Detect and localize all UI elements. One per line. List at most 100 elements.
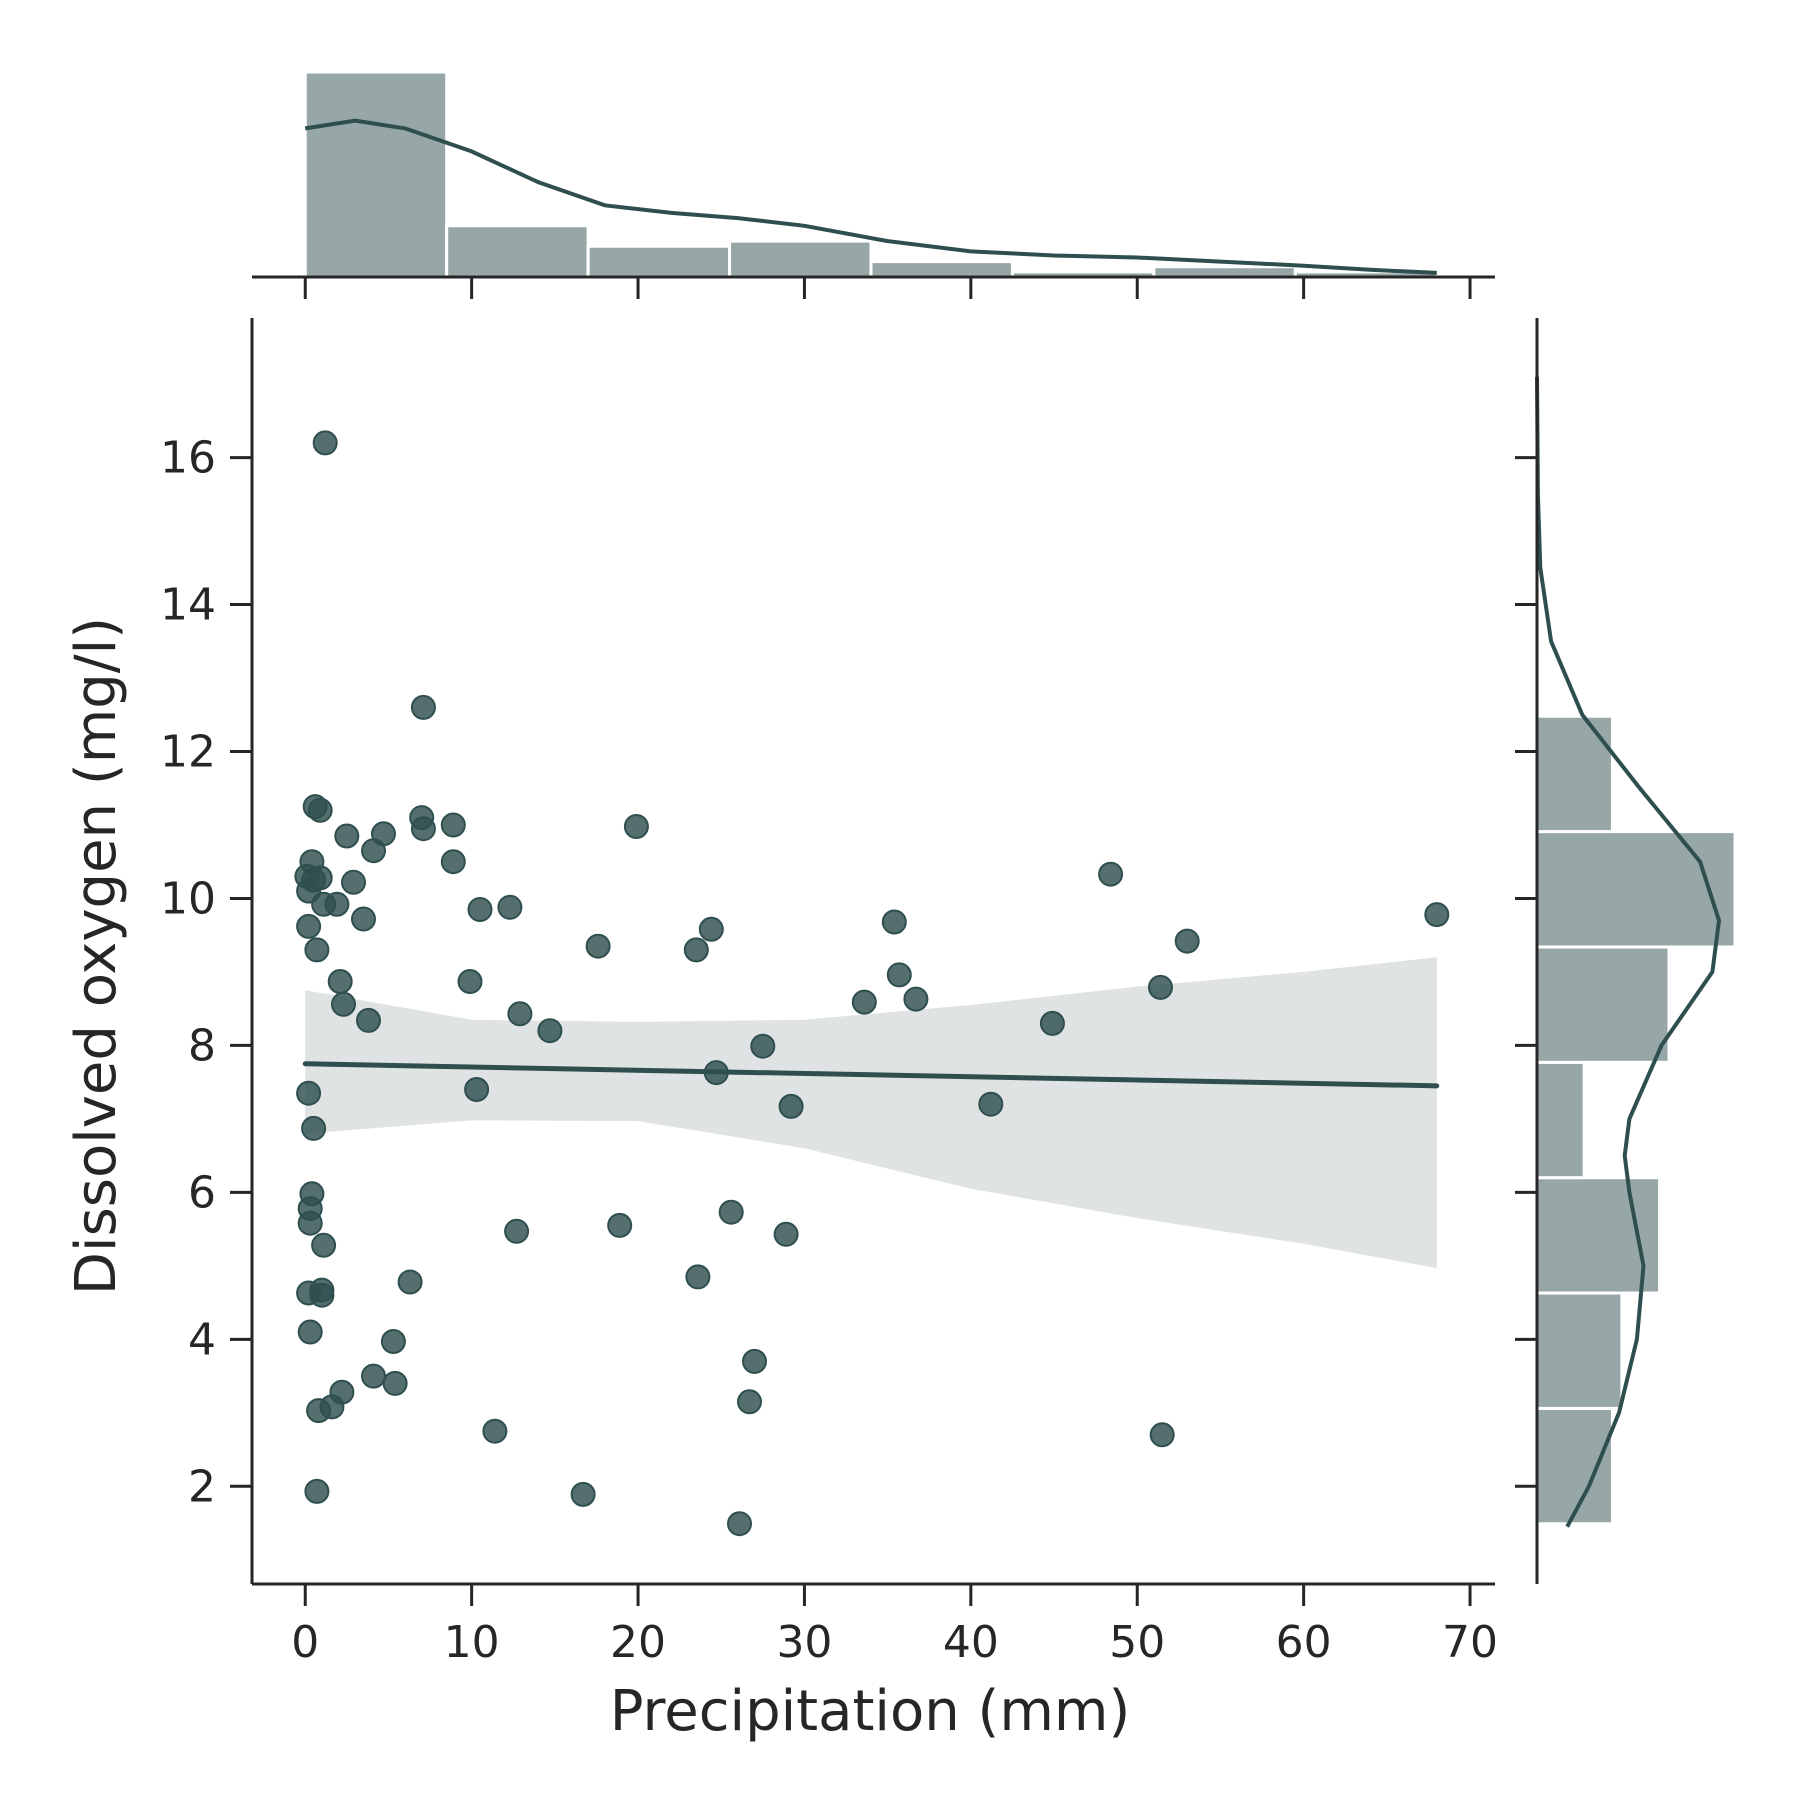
scatter-point <box>397 1269 423 1295</box>
scatter-point <box>467 897 493 922</box>
regression-confidence-band <box>305 957 1437 1269</box>
regression-line <box>302 1061 1440 1089</box>
scatter-point <box>504 1218 530 1244</box>
scatter-point <box>1148 974 1173 1000</box>
x-tick-label: 30 <box>776 1617 832 1668</box>
y-tick-label: 16 <box>160 433 216 484</box>
scatter-point <box>497 894 523 920</box>
scatter-point <box>361 838 386 864</box>
y-tick-label: 10 <box>160 873 216 924</box>
scatter-point <box>351 906 376 932</box>
scatter-point <box>341 869 366 895</box>
scatter-point <box>507 1001 533 1027</box>
axes-layer <box>250 275 1539 1586</box>
scatter-point <box>306 1398 332 1424</box>
scatter-point <box>623 814 649 839</box>
regression-confidence-band-layer <box>305 957 1437 1269</box>
top-histogram-bar <box>1152 265 1297 279</box>
scatter-point <box>297 1210 323 1236</box>
scatter-point <box>324 891 350 917</box>
x-tick-label: 50 <box>1109 1617 1165 1668</box>
scatter-point <box>356 1007 381 1033</box>
x-axis-title: Precipitation (mm) <box>610 1679 1131 1744</box>
scatter-point <box>537 1018 563 1044</box>
scatter-point <box>685 1264 711 1290</box>
scatter-point <box>773 1221 799 1247</box>
scatter-point <box>304 937 330 963</box>
scatter-point <box>1424 902 1450 928</box>
right-kde-curve <box>1535 376 1722 1528</box>
top-histogram-bar <box>445 224 590 279</box>
top-histogram-bar <box>303 70 449 279</box>
scatter-points-layer <box>294 430 1450 1537</box>
right-histogram-bar <box>1535 1291 1624 1410</box>
x-tick-label: 10 <box>444 1617 500 1668</box>
right-histogram-bar <box>1535 1060 1586 1180</box>
right-histogram-bar <box>1535 830 1737 949</box>
x-tick-label: 20 <box>610 1617 666 1668</box>
y-tick-label: 14 <box>160 580 216 631</box>
scatter-point <box>464 1077 490 1102</box>
scatter-point <box>312 430 338 456</box>
y-tick-label: 8 <box>188 1020 216 1071</box>
scatter-point <box>886 962 912 988</box>
x-tick-label: 60 <box>1276 1617 1332 1668</box>
scatter-point <box>410 816 436 842</box>
scatter-point <box>703 1060 729 1086</box>
scatter-point <box>698 916 724 942</box>
scatter-point <box>410 694 436 720</box>
scatter-point <box>457 969 483 994</box>
regression-line-layer <box>302 1061 1440 1089</box>
scatter-point <box>296 1080 322 1106</box>
scatter-point <box>301 1115 327 1141</box>
right-histogram-bar <box>1535 714 1614 834</box>
scatter-point <box>311 1232 337 1258</box>
scatter-point <box>903 986 929 1012</box>
scatter-point <box>742 1348 767 1374</box>
scatter-point <box>361 1363 386 1389</box>
scatter-point <box>683 937 709 963</box>
scatter-point <box>978 1091 1004 1117</box>
x-tick-label: 70 <box>1442 1617 1498 1668</box>
scatter-point <box>296 913 322 939</box>
scatter-point <box>1149 1422 1175 1448</box>
right-marginal-histogram <box>1535 376 1737 1528</box>
scatter-point <box>727 1511 752 1537</box>
scatter-point <box>881 909 907 935</box>
y-tick-label: 2 <box>188 1461 216 1512</box>
scatter-point <box>382 1370 408 1396</box>
scatter-point <box>304 1478 330 1504</box>
scatter-point <box>1039 1010 1065 1036</box>
scatter-point <box>440 849 466 875</box>
scatter-point <box>309 1282 335 1308</box>
top-kde-curve <box>304 118 1437 275</box>
scatter-point <box>607 1212 633 1238</box>
top-marginal-histogram <box>303 70 1439 279</box>
scatter-point <box>570 1481 596 1507</box>
scatter-point <box>307 797 333 823</box>
scatter-point <box>1098 861 1124 887</box>
right-histogram-bar <box>1535 945 1671 1064</box>
scatter-point <box>737 1389 762 1415</box>
y-tick-label: 6 <box>188 1167 216 1218</box>
scatter-point <box>1174 928 1200 954</box>
y-tick-label: 4 <box>188 1314 216 1365</box>
scatter-point <box>331 991 356 1017</box>
top-histogram-bar <box>728 239 873 279</box>
scatter-point <box>380 1329 406 1354</box>
right-histogram-bar <box>1535 1406 1614 1526</box>
tick-layer: 0 10 20 30 40 50 60 70 2 4 6 8 10 12 14 16 <box>160 277 1537 1668</box>
scatter-point <box>718 1199 744 1225</box>
scatter-point <box>440 812 466 838</box>
scatter-point <box>851 989 877 1015</box>
y-axis-title: Dissolved oxygen (mg/l) <box>64 617 129 1295</box>
scatter-point <box>334 823 360 849</box>
scatter-point <box>778 1093 804 1119</box>
scatter-point <box>327 969 353 994</box>
top-histogram-bar <box>869 260 1014 279</box>
x-tick-label: 0 <box>291 1617 319 1668</box>
x-tick-label: 40 <box>943 1617 999 1668</box>
scatter-point <box>482 1418 508 1444</box>
top-histogram-bar <box>586 244 732 279</box>
